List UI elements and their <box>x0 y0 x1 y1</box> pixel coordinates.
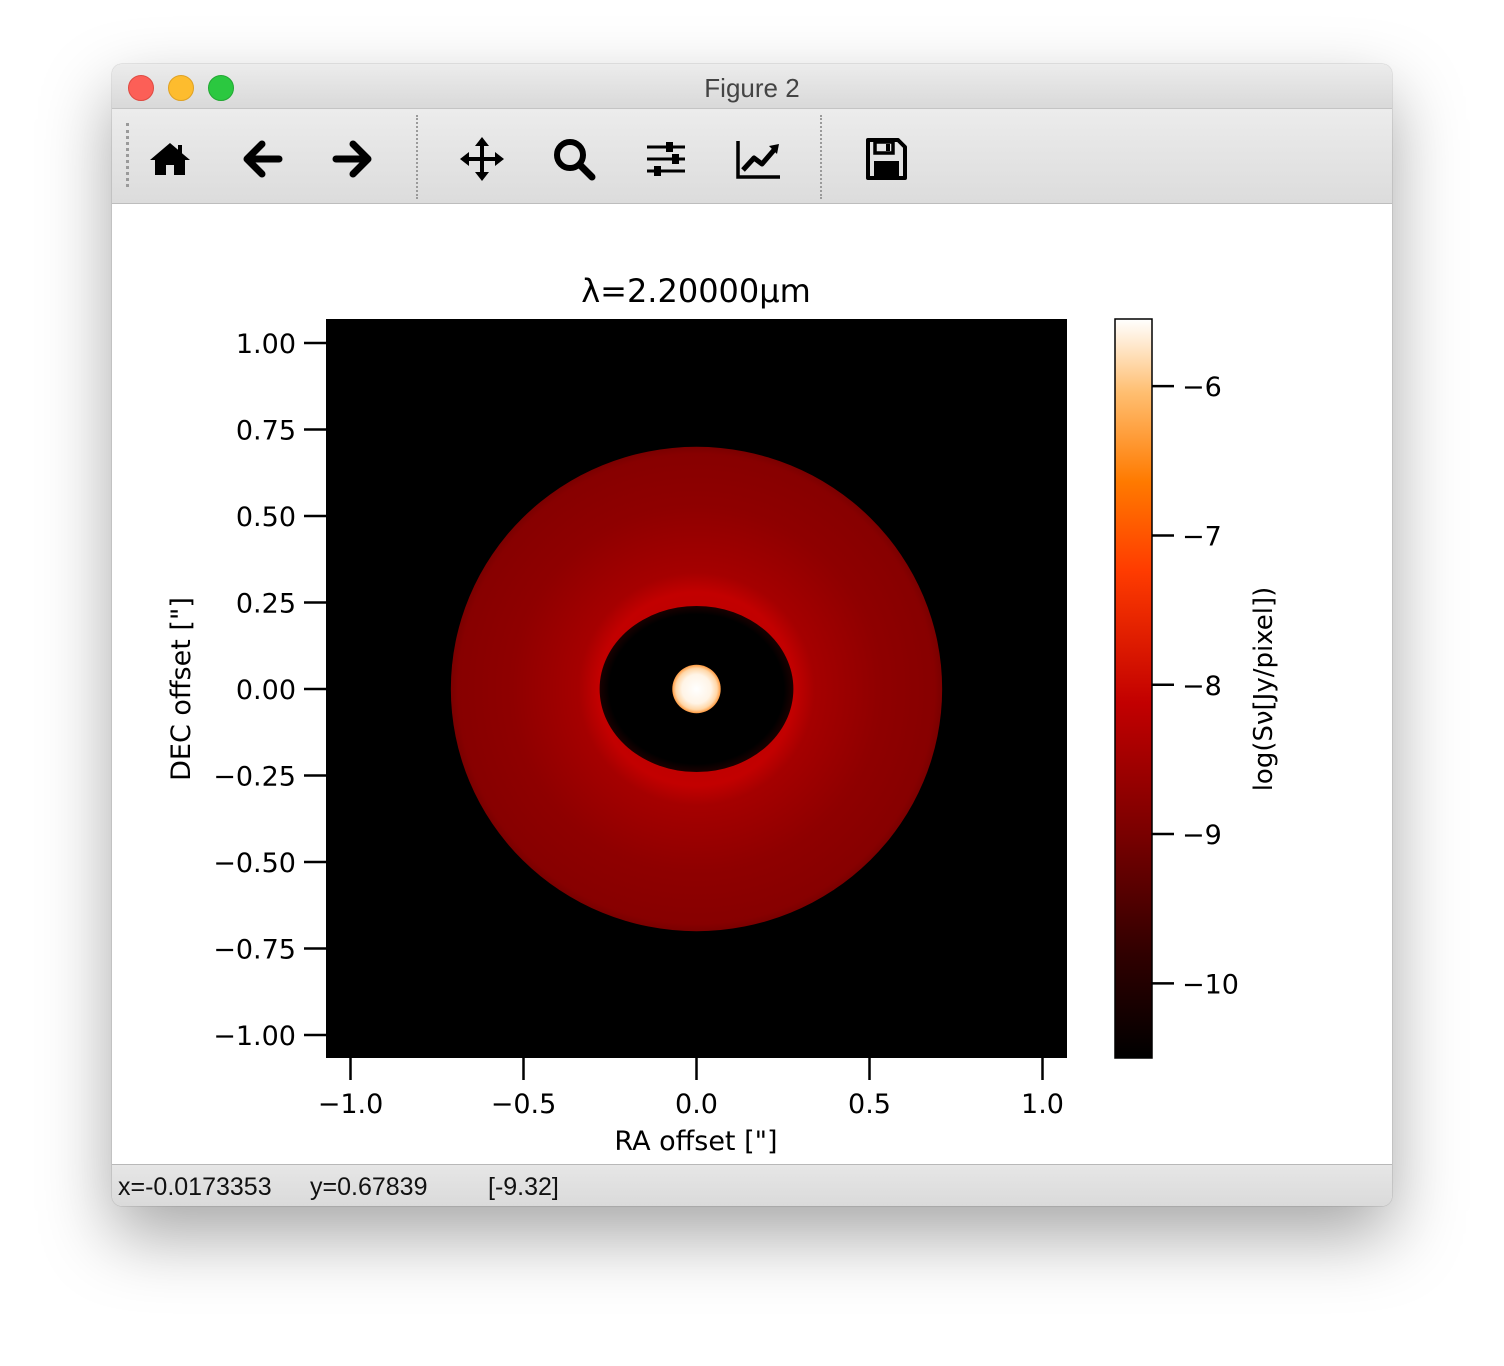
y-tick-label: 0.25 <box>236 589 296 620</box>
colorbar-label: log(Sν[Jy/pixel]) <box>1249 587 1279 792</box>
image-layer <box>326 319 1067 1058</box>
arrow-left-icon <box>243 140 283 178</box>
chart-title: λ=2.20000μm <box>581 272 811 310</box>
figure-svg: λ=2.20000μm −1.0 −0.5 0.0 0.5 1.0 1.00 0.75 0.… <box>166 272 1279 1157</box>
colorbar-tick-label: −10 <box>1182 969 1239 1000</box>
x-axis-label: RA offset ["] <box>614 1126 777 1157</box>
y-tick-label: 1.00 <box>236 329 296 360</box>
move-icon <box>460 137 504 181</box>
colorbar-axis: −6 −7 −8 −9 −10 <box>1152 372 1239 1000</box>
colorbar-tick-label: −7 <box>1182 521 1222 552</box>
forward-button[interactable] <box>329 135 377 183</box>
floppy-disk-icon <box>866 138 907 180</box>
figure-window: Figure 2 <box>112 64 1392 1206</box>
maximize-button[interactable] <box>208 75 234 101</box>
toolbar-separator <box>416 115 418 199</box>
y-axis-label: DEC offset ["] <box>166 597 197 781</box>
x-tick-label: 1.0 <box>1021 1089 1064 1120</box>
status-y-coordinate: y=0.67839 <box>310 1173 428 1201</box>
status-bar: x=-0.0173353 y=0.67839 [-9.32] <box>112 1164 1392 1206</box>
home-button[interactable] <box>146 135 194 183</box>
home-icon <box>150 143 190 175</box>
zoom-button[interactable] <box>550 135 598 183</box>
sliders-icon <box>647 142 685 176</box>
y-tick-label: 0.75 <box>236 416 296 447</box>
close-button[interactable] <box>128 75 154 101</box>
toolbar-separator <box>820 115 822 199</box>
toolbar-grip[interactable] <box>126 123 129 187</box>
y-axis: 1.00 0.75 0.50 0.25 0.00 −0.25 −0.50 −0.75 −1.00 <box>213 329 326 1052</box>
x-tick-label: −1.0 <box>318 1089 384 1120</box>
colorbar <box>1114 318 1153 1059</box>
save-button[interactable] <box>862 135 910 183</box>
y-tick-label: −0.75 <box>213 935 296 966</box>
magnifier-icon <box>554 139 596 181</box>
title-bar[interactable]: Figure 2 <box>112 64 1392 109</box>
status-pixel-value: [-9.32] <box>488 1173 559 1201</box>
minimize-button[interactable] <box>168 75 194 101</box>
line-chart-icon <box>736 141 780 179</box>
x-tick-label: 0.0 <box>675 1089 718 1120</box>
window-title: Figure 2 <box>704 73 800 103</box>
configure-button[interactable] <box>642 135 690 183</box>
back-button[interactable] <box>238 135 286 183</box>
y-tick-label: −1.00 <box>213 1021 296 1052</box>
x-axis: −1.0 −0.5 0.0 0.5 1.0 <box>318 1058 1064 1120</box>
y-tick-label: −0.50 <box>213 848 296 879</box>
arrow-right-icon <box>332 140 372 178</box>
pan-button[interactable] <box>458 135 506 183</box>
x-tick-label: 0.5 <box>848 1089 891 1120</box>
y-tick-label: 0.00 <box>236 675 296 706</box>
x-tick-label: −0.5 <box>491 1089 557 1120</box>
status-x-coordinate: x=-0.0173353 <box>118 1173 272 1201</box>
y-tick-label: 0.50 <box>236 502 296 533</box>
y-tick-label: −0.25 <box>213 762 296 793</box>
colorbar-tick-label: −9 <box>1182 820 1222 851</box>
central-star <box>672 664 721 714</box>
edit-axes-button[interactable] <box>734 135 782 183</box>
colorbar-tick-label: −8 <box>1182 671 1222 702</box>
navigation-toolbar <box>112 109 1392 204</box>
figure-canvas[interactable]: λ=2.20000μm −1.0 −0.5 0.0 0.5 1.0 1.00 0.75 0.… <box>112 204 1392 1164</box>
colorbar-tick-label: −6 <box>1182 372 1222 403</box>
